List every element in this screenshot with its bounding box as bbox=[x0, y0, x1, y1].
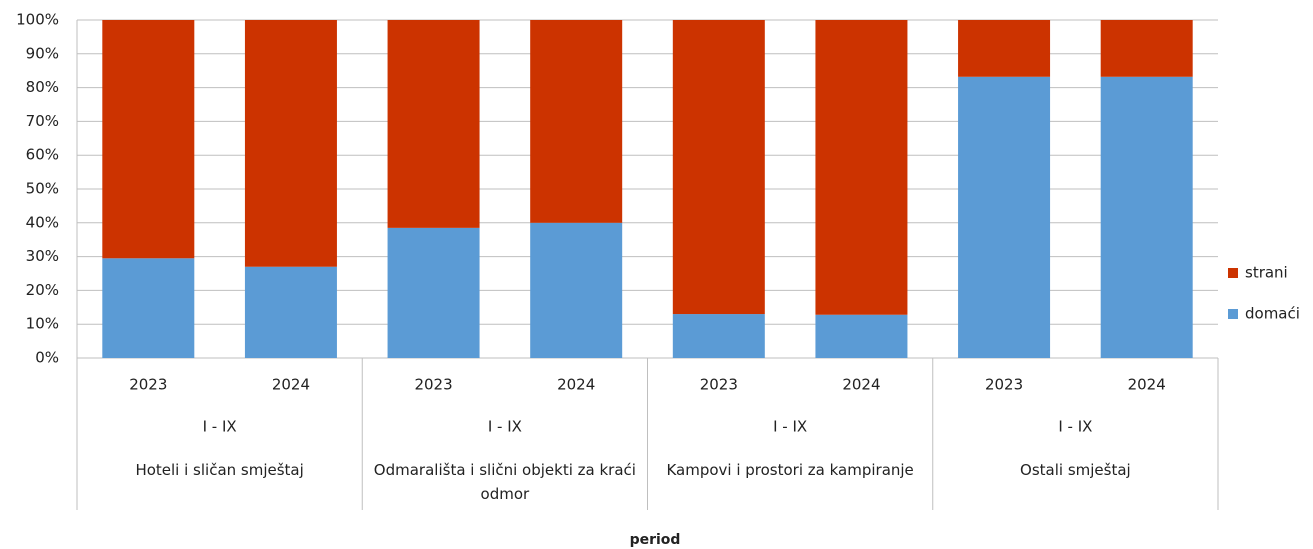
y-tick-label: 80% bbox=[26, 78, 59, 96]
bar-segment bbox=[530, 222, 623, 358]
group-label: Kampovi i prostori za kampiranje bbox=[666, 461, 914, 479]
bar-segment bbox=[815, 314, 908, 358]
y-tick-label: 70% bbox=[26, 112, 59, 130]
bar-segment bbox=[102, 258, 195, 358]
bar-segment bbox=[102, 20, 195, 259]
x-tick-label: 2023 bbox=[129, 376, 167, 394]
bar-segment bbox=[387, 227, 480, 358]
y-tick-label: 20% bbox=[26, 281, 59, 299]
group-period-label: I - IX bbox=[773, 418, 807, 436]
legend-label: domaći bbox=[1245, 305, 1300, 323]
y-tick-label: 100% bbox=[16, 11, 59, 29]
x-tick-label: 2024 bbox=[1128, 376, 1166, 394]
x-axis-title: period bbox=[630, 532, 681, 548]
bar-segment bbox=[530, 20, 623, 223]
group-period-label: I - IX bbox=[1058, 418, 1092, 436]
y-tick-label: 0% bbox=[35, 349, 59, 367]
x-tick-label: 2023 bbox=[414, 376, 452, 394]
bar-segment bbox=[1100, 20, 1193, 77]
y-tick-label: 10% bbox=[26, 315, 59, 333]
bar-segment bbox=[672, 20, 765, 315]
bar-segment bbox=[244, 20, 337, 267]
y-tick-label: 50% bbox=[26, 180, 59, 198]
x-tick-label: 2023 bbox=[700, 376, 738, 394]
x-tick-label: 2024 bbox=[272, 376, 310, 394]
bar-segment bbox=[958, 20, 1051, 77]
y-tick-label: 30% bbox=[26, 247, 59, 265]
bar-segment bbox=[387, 20, 480, 228]
y-tick-label: 90% bbox=[26, 44, 59, 62]
bar-segment bbox=[815, 20, 908, 315]
group-period-label: I - IX bbox=[203, 418, 237, 436]
bar-segment bbox=[1100, 76, 1193, 358]
x-tick-label: 2024 bbox=[557, 376, 595, 394]
group-period-label: I - IX bbox=[488, 418, 522, 436]
bar-segment bbox=[672, 314, 765, 358]
legend-swatch bbox=[1228, 309, 1238, 319]
group-label: Hoteli i sličan smještaj bbox=[135, 461, 304, 479]
bar-segment bbox=[244, 266, 337, 358]
legend-label: strani bbox=[1245, 264, 1288, 282]
x-tick-label: 2023 bbox=[985, 376, 1023, 394]
group-label: Odmarališta i slični objekti za kraći od… bbox=[373, 461, 636, 503]
y-tick-label: 60% bbox=[26, 146, 59, 164]
x-tick-label: 2024 bbox=[842, 376, 880, 394]
group-label: Ostali smještaj bbox=[1020, 461, 1131, 479]
y-tick-label: 40% bbox=[26, 213, 59, 231]
bar-segment bbox=[958, 76, 1051, 358]
legend-swatch bbox=[1228, 268, 1238, 278]
